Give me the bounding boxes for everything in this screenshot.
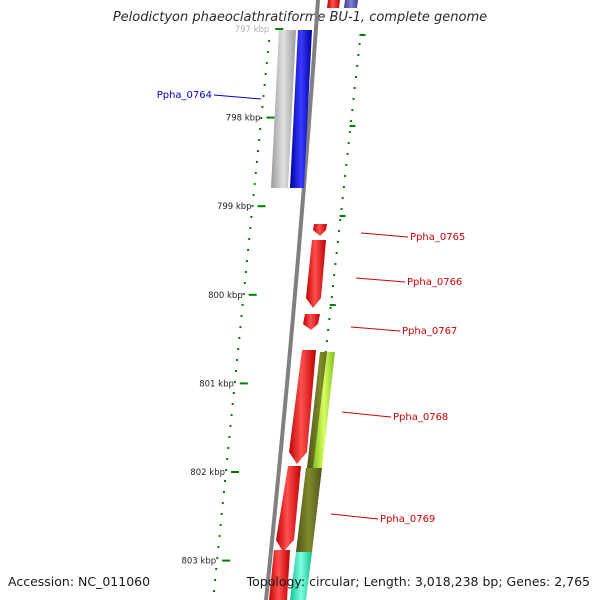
gene-label[interactable]: Ppha_0767: [402, 326, 457, 337]
gene-ppha-0768: [289, 350, 316, 464]
gene-leader-line: [330, 513, 379, 520]
lime-track: [313, 352, 335, 468]
gene-label[interactable]: Ppha_0768: [393, 412, 448, 423]
tick-label: 801 kbp: [199, 379, 234, 389]
gene-label[interactable]: Ppha_0764: [157, 90, 212, 101]
gene-label[interactable]: Ppha_0766: [407, 277, 462, 288]
gene-ppha-0764: [290, 30, 312, 188]
gene-leader-line: [213, 94, 262, 100]
gene-ppha-0766: [306, 240, 326, 308]
gene-ppha-0769: [276, 466, 301, 552]
tick-label: 800 kbp: [208, 291, 243, 301]
gene-bottom-red: [269, 550, 290, 600]
gene-ppha-0765: [313, 224, 327, 236]
gene-leader-line: [360, 232, 409, 238]
gene-labels: Ppha_0764 Ppha_0765 Ppha_0766 Ppha_0767 Ppha…: [157, 90, 466, 525]
gene-leader-line: [350, 326, 401, 332]
cyan-track: [290, 552, 312, 600]
grey-track: [271, 30, 296, 188]
genome-stats-text: Topology: circular; Length: 3,018,238 bp…: [246, 574, 590, 589]
olive-track-lower: [296, 468, 322, 552]
genome-backbone: [264, 0, 320, 600]
tick-label: 797 kbp: [235, 25, 270, 35]
gene-leader-line: [355, 277, 406, 283]
map-title: Pelodictyon phaeoclathratiforme BU-1, co…: [112, 10, 488, 25]
gene-ppha-0767: [303, 314, 320, 330]
tick-label: 799 kbp: [217, 202, 252, 212]
gene-leader-line: [341, 411, 392, 418]
top-purple-strip: [344, 0, 358, 8]
kbp-axis: 797 kbp 798 kbp 799 kbp 800 kbp 801 kbp 802 k…: [181, 25, 284, 567]
tick-label: 803 kbp: [181, 557, 216, 567]
tick-label: 802 kbp: [190, 468, 225, 478]
top-red-strip: [327, 0, 340, 8]
accession-text: Accession: NC_011060: [8, 574, 151, 589]
gene-label[interactable]: Ppha_0765: [410, 232, 465, 243]
gene-label[interactable]: Ppha_0769: [380, 514, 435, 525]
tick-label: 798 kbp: [226, 114, 261, 124]
